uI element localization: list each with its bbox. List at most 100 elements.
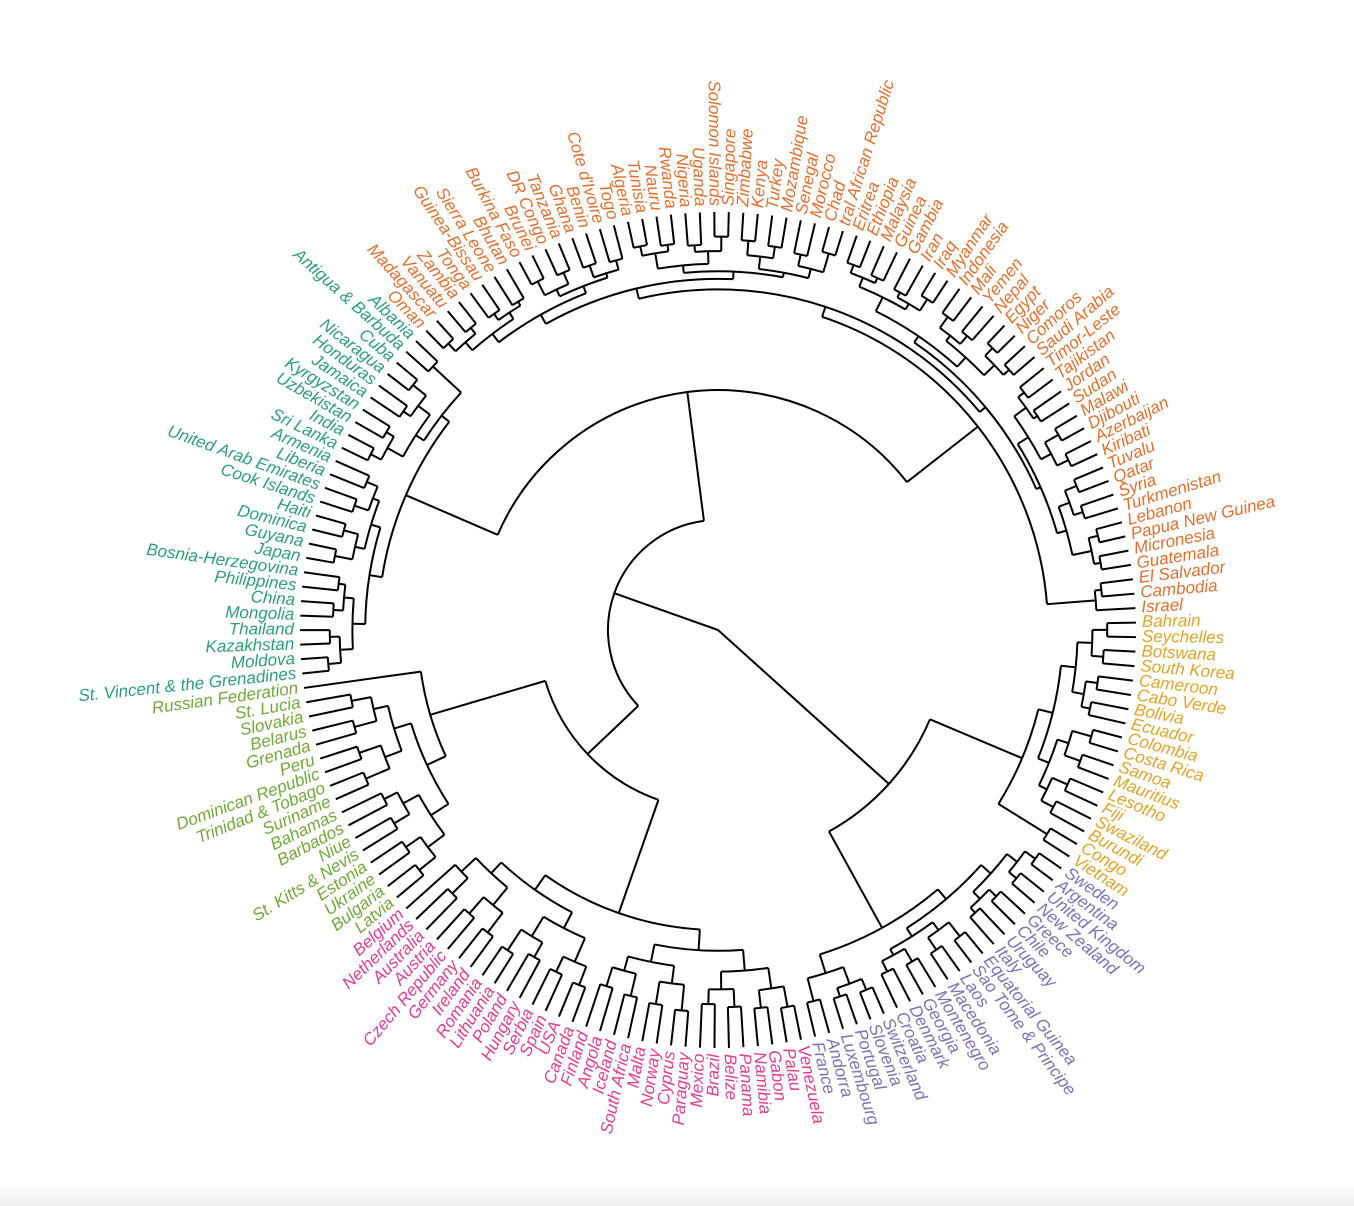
branch-edge-111	[402, 793, 420, 805]
leaf-label-brazil: Brazil	[704, 1053, 723, 1097]
branch-edge-284	[666, 244, 670, 252]
branch-edge-256	[536, 281, 546, 296]
branch-edge-139	[351, 696, 372, 702]
branch-arc-136	[351, 720, 358, 734]
branch-edge-354	[959, 335, 968, 345]
branch-edge-166	[300, 614, 334, 618]
branch-edge-238	[469, 327, 477, 335]
branch-edge-508	[953, 939, 973, 964]
branch-edge-421	[717, 629, 890, 785]
branch-edge-406	[1088, 534, 1099, 540]
branch-arc-81	[481, 927, 494, 938]
branch-edge-402	[1080, 493, 1114, 507]
branch-edge-418	[1100, 578, 1134, 585]
branch-edge-489	[1020, 872, 1045, 893]
branch-edge-196	[415, 434, 425, 442]
branch-edge-236	[425, 329, 445, 349]
leaf-label-singapore: Singapore	[718, 128, 739, 206]
branch-arc-311	[797, 264, 824, 274]
branch-edge-164	[333, 609, 344, 612]
branch-edge-466	[1064, 789, 1098, 807]
leaf-label-bahrain: Bahrain	[1142, 611, 1201, 631]
branch-arc-436	[1101, 649, 1105, 664]
branch-edge-459	[1082, 753, 1114, 767]
branch-edge-4	[617, 799, 660, 914]
branch-arc-526	[836, 978, 863, 990]
branch-edge-456	[1089, 741, 1119, 753]
branch-edge-439	[1072, 691, 1085, 696]
branch-edge-189	[324, 486, 358, 501]
branch-edge-88	[460, 857, 477, 873]
leaf-label-belize: Belize	[721, 1054, 741, 1101]
leaf-label-kazakhstan: Kazakhstan	[205, 634, 294, 656]
branch-arc-524	[807, 966, 844, 980]
branch-edge-226	[635, 288, 640, 299]
branch-edge-386	[1054, 414, 1078, 430]
branch-edge-433	[1107, 621, 1136, 625]
branch-edge-154	[328, 661, 342, 665]
leaf-label-israel: Israel	[1141, 595, 1185, 616]
branch-edge-461	[1038, 784, 1048, 791]
branch-edge-534	[832, 998, 845, 1030]
branch-arc-231	[471, 318, 515, 351]
branch-edge-460	[1077, 766, 1109, 780]
branch-edge-278	[654, 253, 659, 269]
branch-edge-174	[354, 545, 365, 550]
branch-edge-372	[1013, 406, 1027, 418]
branch-edge-251	[505, 268, 525, 299]
branch-edge-24	[739, 1006, 745, 1048]
branch-arc-201	[366, 447, 375, 461]
branch-arc-57	[562, 955, 587, 968]
branch-arc-257	[531, 277, 545, 286]
branch-arc-369	[1016, 443, 1059, 534]
branch-edge-237	[436, 320, 455, 340]
branch-arc-229	[498, 292, 587, 344]
branch-edge-336	[904, 303, 910, 311]
branch-edge-46	[627, 997, 639, 1039]
branch-arc-153	[338, 636, 343, 663]
branch-edge-416	[1094, 588, 1102, 592]
branch-edge-218	[432, 365, 462, 394]
branch-edge-394	[1058, 501, 1070, 508]
branch-arc-379	[1032, 409, 1042, 423]
branch-edge-408	[1095, 521, 1123, 531]
branch-edge-37	[670, 1009, 677, 1046]
branch-edge-64	[544, 974, 563, 1012]
branch-edge-457	[1064, 754, 1081, 762]
branch-arc-227	[545, 277, 734, 325]
branch-edge-72	[506, 928, 523, 951]
branch-edge-423	[929, 718, 1023, 760]
branch-arc-255	[544, 283, 569, 297]
branch-edge-467	[1040, 799, 1054, 808]
branch-edge-345	[932, 280, 949, 304]
branch-arc-147	[381, 421, 451, 578]
branch-arc-169	[336, 577, 341, 591]
branch-edge-141	[308, 706, 354, 718]
branch-edge-83	[458, 927, 484, 959]
branch-edge-451	[1057, 738, 1069, 745]
branch-arc-7	[654, 943, 744, 952]
branch-edge-319	[834, 230, 844, 256]
branch-edge-465	[1069, 777, 1104, 794]
branch-arc-35	[674, 1008, 689, 1013]
branch-arc-69	[528, 953, 541, 962]
branch-edge-509	[927, 937, 938, 951]
branch-arc-361	[986, 342, 999, 354]
branch-arc-307	[768, 244, 782, 249]
branch-edge-56	[573, 937, 586, 963]
branch-edge-477	[937, 888, 947, 900]
branch-edge-360	[984, 347, 994, 357]
branch-edge-444	[1096, 688, 1132, 696]
branch-edge-414	[1046, 599, 1096, 606]
branch-arc-417	[1099, 583, 1103, 597]
branch-edge-52	[534, 874, 547, 891]
branch-arc-225	[638, 288, 981, 413]
branch-edge-137	[315, 732, 357, 746]
branch-edge-282	[626, 221, 635, 248]
branch-arc-118	[380, 792, 389, 806]
branch-edge-29	[698, 1003, 703, 1048]
branch-arc-351	[941, 312, 954, 322]
branch-edge-171	[303, 571, 340, 579]
